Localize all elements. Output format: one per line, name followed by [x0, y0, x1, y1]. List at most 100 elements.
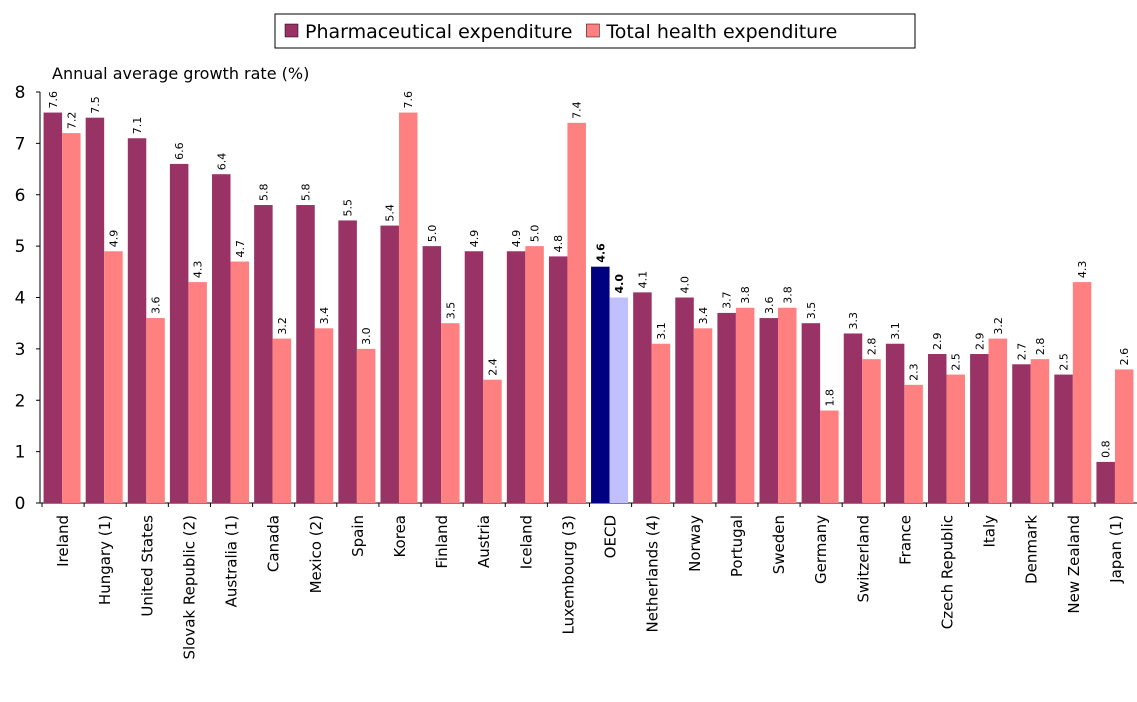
- value-label: 2.5: [1058, 353, 1071, 371]
- bar: [525, 246, 544, 503]
- bar: [380, 225, 399, 503]
- value-label: 3.1: [655, 322, 668, 340]
- x-tick-label: Norway: [686, 515, 704, 572]
- x-tick-label: Hungary (1): [96, 515, 114, 605]
- x-tick-label: Iceland: [517, 515, 535, 569]
- x-tick-label: Korea: [391, 515, 409, 558]
- bar: [862, 359, 881, 503]
- bar: [314, 328, 334, 503]
- value-label: 5.0: [426, 225, 439, 243]
- x-tick-label: Japan (1): [1107, 515, 1125, 584]
- bar: [1012, 364, 1031, 503]
- x-tick-label: France: [896, 515, 914, 565]
- bar: [254, 205, 273, 503]
- x-tick-label: Germany: [812, 515, 830, 584]
- value-label: 5.0: [529, 225, 542, 243]
- y-axis-label: Annual average growth rate (%): [52, 64, 309, 83]
- value-label: 5.5: [342, 199, 355, 217]
- value-label: 2.5: [950, 353, 963, 371]
- x-tick-label: Italy: [981, 515, 999, 548]
- bar: [843, 333, 863, 503]
- value-label: 4.9: [468, 230, 481, 248]
- value-label: 3.4: [318, 307, 331, 325]
- value-label: 4.0: [613, 274, 626, 294]
- bar: [759, 318, 779, 503]
- value-label: 4.6: [594, 243, 607, 263]
- bar: [127, 138, 147, 504]
- bar: [717, 312, 736, 503]
- bar: [483, 379, 502, 503]
- bar: [272, 338, 292, 503]
- bar: [1054, 374, 1073, 503]
- value-label: 6.4: [215, 153, 228, 171]
- value-label: 2.9: [931, 333, 944, 351]
- bar: [651, 343, 671, 503]
- y-tick-label: 8: [15, 83, 26, 103]
- y-tick-label: 0: [15, 494, 26, 514]
- bar: [675, 297, 694, 503]
- y-tick-label: 2: [15, 391, 26, 411]
- x-tick-label: Austria: [475, 515, 493, 568]
- value-label: 7.1: [131, 117, 144, 135]
- bar: [104, 251, 123, 503]
- bar: [946, 374, 965, 503]
- bar: [43, 112, 63, 504]
- value-label: 3.7: [721, 291, 734, 309]
- value-label: 3.2: [992, 317, 1005, 335]
- x-tick-label: Luxembourg (3): [559, 515, 577, 635]
- value-label: 3.5: [444, 302, 457, 320]
- value-label: 4.3: [1076, 261, 1089, 279]
- x-tick-label: Australia (1): [223, 515, 241, 607]
- bar: [801, 323, 821, 503]
- y-tick-label: 5: [15, 237, 26, 257]
- bar: [1072, 282, 1092, 503]
- bar: [970, 354, 989, 503]
- value-label: 2.6: [1118, 348, 1131, 366]
- value-label: 3.3: [847, 312, 860, 330]
- x-tick-label: Netherlands (4): [644, 515, 662, 632]
- x-tick-label: Switzerland: [854, 515, 872, 603]
- x-tick-label: Czech Republic: [938, 515, 956, 629]
- bar: [506, 251, 526, 503]
- value-label: 2.3: [908, 363, 921, 381]
- bar: [927, 354, 947, 503]
- value-label: 3.8: [781, 286, 794, 304]
- value-label: 5.8: [257, 184, 270, 202]
- bar: [904, 384, 923, 503]
- y-tick-label: 4: [15, 289, 26, 309]
- value-label: 4.9: [107, 230, 120, 248]
- bar: [1114, 369, 1134, 503]
- bar: [356, 348, 376, 503]
- y-tick-label: 6: [15, 186, 26, 206]
- value-label: 3.0: [360, 327, 373, 345]
- y-tick-label: 3: [15, 340, 26, 360]
- x-tick-label: Mexico (2): [307, 515, 325, 593]
- value-label: 7.6: [47, 91, 60, 109]
- value-label: 2.7: [1015, 343, 1028, 361]
- x-tick-label: New Zealand: [1065, 515, 1083, 614]
- value-label: 2.9: [973, 333, 986, 351]
- value-label: 7.2: [65, 112, 78, 130]
- bar: [693, 328, 713, 503]
- legend-label: Pharmaceutical expenditure: [305, 21, 572, 43]
- value-label: 0.8: [1100, 440, 1113, 458]
- value-label: 4.0: [679, 276, 692, 294]
- x-tick-label: Spain: [349, 515, 367, 557]
- bar: [820, 410, 839, 503]
- bar: [338, 220, 357, 503]
- bar: [633, 292, 652, 503]
- value-label: 7.5: [89, 96, 102, 114]
- value-label: 7.6: [402, 91, 415, 109]
- bar: [885, 343, 905, 503]
- x-tick-label: Finland: [433, 515, 451, 569]
- value-label: 3.6: [763, 297, 776, 315]
- bar: [296, 205, 315, 503]
- x-tick-label: Sweden: [770, 515, 788, 574]
- bar: [1030, 359, 1050, 503]
- value-label: 2.8: [866, 338, 879, 356]
- bar: [85, 117, 105, 503]
- y-tick-label: 7: [15, 134, 26, 154]
- bar: [464, 251, 484, 503]
- value-label: 5.8: [300, 184, 313, 202]
